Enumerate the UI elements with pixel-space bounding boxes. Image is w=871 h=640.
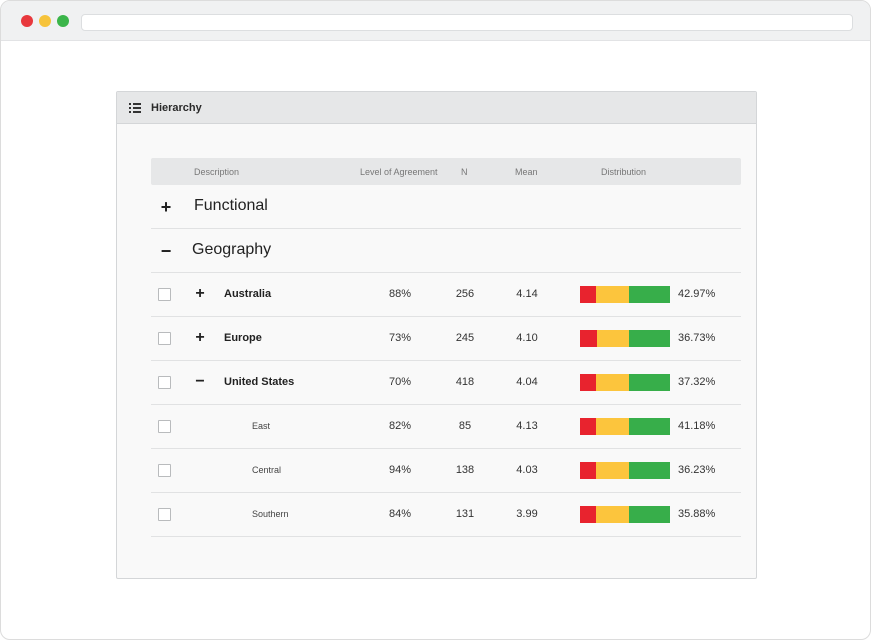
table-row: Southern 84% 131 3.99 35.88% xyxy=(151,493,741,537)
column-level-of-agreement: Level of Agreement xyxy=(360,167,438,177)
distribution-segment-positive xyxy=(629,330,670,347)
table-row: Central 94% 138 4.03 36.23% xyxy=(151,449,741,493)
distribution-segment-positive xyxy=(629,506,670,523)
column-description: Description xyxy=(194,167,240,177)
expand-icon[interactable]: + xyxy=(195,285,205,302)
minimize-window-button[interactable] xyxy=(39,15,51,27)
hierarchy-table: Description Level of Agreement N Mean Di… xyxy=(151,158,741,537)
distribution-segment-neutral xyxy=(597,330,630,347)
table-row: + Europe 73% 245 4.10 36.73% xyxy=(151,317,741,361)
distribution-segment-neutral xyxy=(596,286,629,303)
row-agreement: 73% xyxy=(388,332,412,344)
group-row-geography[interactable]: − Geography xyxy=(151,229,741,273)
table-header: Description Level of Agreement N Mean Di… xyxy=(151,158,741,185)
row-distribution-percent: 42.97% xyxy=(678,288,716,300)
row-distribution-percent: 35.88% xyxy=(678,508,716,520)
row-checkbox[interactable] xyxy=(158,332,171,345)
panel-title: Hierarchy xyxy=(151,101,202,114)
column-mean: Mean xyxy=(515,167,538,177)
row-distribution-percent: 37.32% xyxy=(678,376,716,388)
row-checkbox[interactable] xyxy=(158,376,171,389)
list-icon xyxy=(129,102,141,113)
collapse-icon[interactable]: − xyxy=(195,373,205,390)
hierarchy-panel: Hierarchy Description Level of Agreement… xyxy=(116,91,757,579)
row-n: 245 xyxy=(455,332,475,344)
group-label: Geography xyxy=(192,241,272,258)
distribution-bar xyxy=(580,374,670,391)
table-row: East 82% 85 4.13 41.18% xyxy=(151,405,741,449)
distribution-segment-negative xyxy=(580,374,597,391)
row-agreement: 84% xyxy=(388,508,412,520)
distribution-segment-neutral xyxy=(596,462,630,479)
row-label: Central xyxy=(252,465,282,475)
distribution-segment-positive xyxy=(628,286,670,303)
expand-icon[interactable]: + xyxy=(160,197,172,217)
row-checkbox[interactable] xyxy=(158,420,171,433)
distribution-bar xyxy=(580,418,670,435)
distribution-bar xyxy=(580,286,670,303)
distribution-bar xyxy=(580,506,670,523)
distribution-segment-neutral xyxy=(596,506,630,523)
panel-header: Hierarchy xyxy=(117,92,756,124)
row-mean: 4.10 xyxy=(516,332,538,344)
group-label: Functional xyxy=(194,197,268,214)
row-label: East xyxy=(252,421,271,431)
maximize-window-button[interactable] xyxy=(57,15,69,27)
row-distribution-percent: 41.18% xyxy=(678,420,716,432)
row-mean: 4.03 xyxy=(516,464,538,476)
distribution-segment-negative xyxy=(580,462,597,479)
row-agreement: 88% xyxy=(388,288,412,300)
row-mean: 4.13 xyxy=(516,420,538,432)
row-n: 138 xyxy=(455,464,475,476)
row-mean: 4.04 xyxy=(516,376,538,388)
title-bar xyxy=(1,1,870,41)
row-checkbox[interactable] xyxy=(158,288,171,301)
distribution-segment-neutral xyxy=(596,374,630,391)
row-mean: 3.99 xyxy=(516,508,538,520)
distribution-segment-negative xyxy=(580,330,598,347)
row-agreement: 94% xyxy=(388,464,412,476)
row-n: 131 xyxy=(455,508,475,520)
distribution-bar xyxy=(580,330,670,347)
distribution-segment-negative xyxy=(580,506,597,523)
row-label: Europe xyxy=(224,332,262,344)
distribution-segment-negative xyxy=(580,286,597,303)
column-n: N xyxy=(461,167,468,177)
distribution-segment-negative xyxy=(580,418,597,435)
row-mean: 4.14 xyxy=(516,288,538,300)
column-distribution: Distribution xyxy=(601,167,647,177)
distribution-segment-positive xyxy=(629,374,670,391)
distribution-segment-positive xyxy=(629,462,670,479)
row-agreement: 82% xyxy=(388,420,412,432)
row-checkbox[interactable] xyxy=(158,464,171,477)
address-bar[interactable] xyxy=(81,14,853,31)
table-row: + Australia 88% 256 4.14 42.97% xyxy=(151,273,741,317)
distribution-bar xyxy=(580,462,670,479)
row-n: 256 xyxy=(455,288,475,300)
close-window-button[interactable] xyxy=(21,15,33,27)
table-row: − United States 70% 418 4.04 37.32% xyxy=(151,361,741,405)
group-row-functional[interactable]: + Functional xyxy=(151,185,741,229)
collapse-icon[interactable]: − xyxy=(160,241,172,261)
row-label: United States xyxy=(224,376,295,388)
expand-icon[interactable]: + xyxy=(195,329,205,346)
row-distribution-percent: 36.23% xyxy=(678,464,716,476)
distribution-segment-positive xyxy=(629,418,670,435)
distribution-segment-neutral xyxy=(596,418,630,435)
row-distribution-percent: 36.73% xyxy=(678,332,716,344)
row-n: 85 xyxy=(458,420,472,432)
row-label: Southern xyxy=(252,509,289,519)
row-agreement: 70% xyxy=(388,376,412,388)
row-n: 418 xyxy=(455,376,475,388)
row-label: Australia xyxy=(224,288,272,300)
row-checkbox[interactable] xyxy=(158,508,171,521)
